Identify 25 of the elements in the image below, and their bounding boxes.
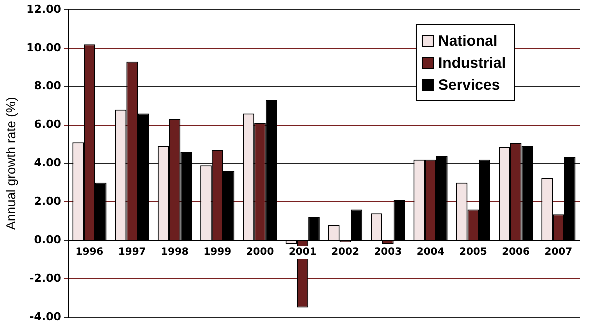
x-tick-label: 2007 — [544, 247, 573, 258]
x-tick-label: 2002 — [332, 247, 360, 258]
y-tick-label: 6.00 — [34, 118, 62, 132]
x-tick-label: 2003 — [374, 247, 402, 258]
x-tick-label: 2004 — [416, 247, 445, 258]
x-tick-label: 2006 — [502, 247, 530, 258]
y-tick-label: -4.00 — [30, 310, 62, 324]
x-tick-label: 1996 — [76, 247, 104, 258]
y-tick-label: 10.00 — [26, 41, 62, 54]
x-tick-label: 1999 — [204, 247, 232, 258]
x-tick-label: 2005 — [459, 247, 488, 258]
x-tick-label: 2001 — [288, 247, 317, 258]
y-tick-label: 8.00 — [34, 80, 62, 93]
x-tick-label: 2000 — [246, 247, 274, 258]
x-tick-label: 1997 — [118, 247, 146, 258]
y-tick-label: 12.00 — [26, 2, 62, 16]
y-tick-label: 2.00 — [34, 194, 62, 208]
legend-label: National — [438, 33, 498, 50]
y-axis-title: Annual growth rate (%) — [3, 97, 18, 230]
y-tick-label: -2.00 — [30, 272, 62, 285]
y-tick-label: 0.00 — [34, 233, 62, 246]
legend-label: Services — [438, 77, 500, 94]
legend-label: Industrial — [438, 55, 506, 72]
y-tick-label: 4.00 — [34, 156, 62, 170]
x-tick-label: 1998 — [161, 247, 189, 258]
